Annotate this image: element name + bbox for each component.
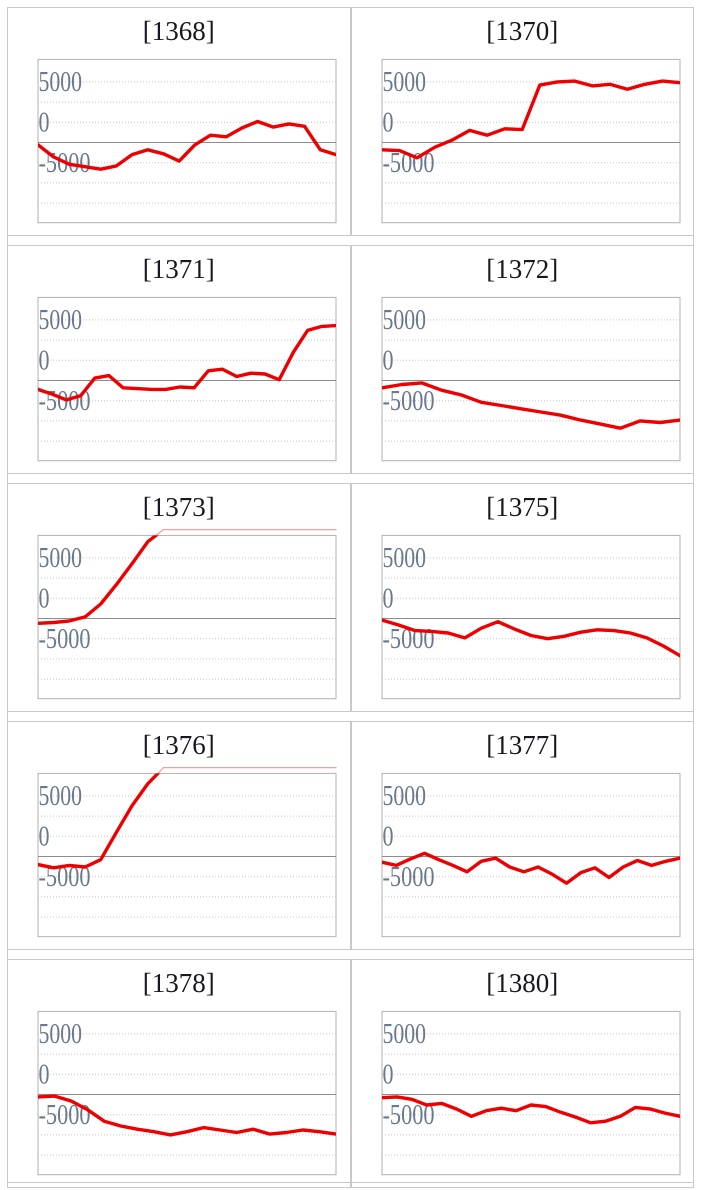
svg-text:5000: 5000 — [382, 305, 426, 336]
svg-text:0: 0 — [39, 346, 50, 377]
svg-text:5000: 5000 — [382, 67, 426, 98]
svg-text:-5000: -5000 — [39, 1100, 91, 1131]
svg-text:0: 0 — [39, 822, 50, 853]
svg-text:5000: 5000 — [39, 305, 83, 336]
svg-text:0: 0 — [382, 584, 393, 615]
svg-text:-5000: -5000 — [382, 862, 434, 893]
svg-text:0: 0 — [39, 584, 50, 615]
svg-text:5000: 5000 — [39, 1019, 83, 1050]
svg-text:5000: 5000 — [39, 781, 83, 812]
svg-text:0: 0 — [382, 108, 393, 139]
svg-text:0: 0 — [382, 346, 393, 377]
svg-text:0: 0 — [39, 108, 50, 139]
svg-text:5000: 5000 — [382, 1019, 426, 1050]
svg-text:5000: 5000 — [382, 543, 426, 574]
svg-text:0: 0 — [39, 1060, 50, 1091]
svg-text:5000: 5000 — [39, 67, 83, 98]
svg-text:0: 0 — [382, 1060, 393, 1091]
svg-text:5000: 5000 — [382, 781, 426, 812]
svg-text:-5000: -5000 — [39, 624, 91, 655]
svg-text:5000: 5000 — [39, 543, 83, 574]
svg-text:-5000: -5000 — [382, 386, 434, 417]
svg-text:0: 0 — [382, 822, 393, 853]
